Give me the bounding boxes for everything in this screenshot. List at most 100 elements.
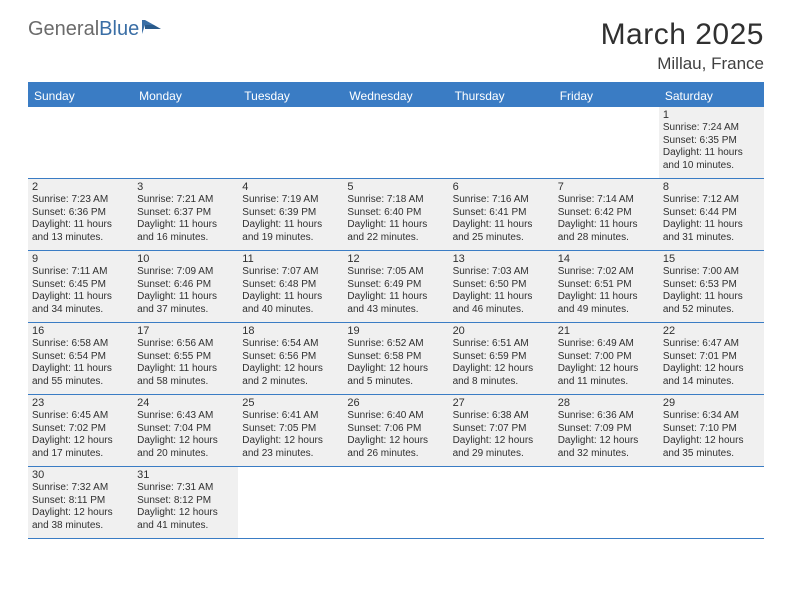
calendar-cell [554, 107, 659, 179]
sunrise-text: Sunrise: 6:36 AM [558, 410, 655, 423]
sunset-text: Sunset: 6:49 PM [347, 279, 444, 292]
sunrise-text: Sunrise: 7:02 AM [558, 266, 655, 279]
sunset-text: Sunset: 6:35 PM [663, 135, 760, 148]
calendar-cell [133, 107, 238, 179]
calendar-cell: 4Sunrise: 7:19 AMSunset: 6:39 PMDaylight… [238, 179, 343, 251]
sunrise-text: Sunrise: 7:31 AM [137, 482, 234, 495]
calendar-cell: 7Sunrise: 7:14 AMSunset: 6:42 PMDaylight… [554, 179, 659, 251]
calendar-cell: 23Sunrise: 6:45 AMSunset: 7:02 PMDayligh… [28, 395, 133, 467]
calendar-cell: 1Sunrise: 7:24 AMSunset: 6:35 PMDaylight… [659, 107, 764, 179]
calendar-cell: 31Sunrise: 7:31 AMSunset: 8:12 PMDayligh… [133, 467, 238, 539]
sunset-text: Sunset: 7:04 PM [137, 423, 234, 436]
daylight-text: Daylight: 11 hours and 10 minutes. [663, 147, 760, 172]
daylight-text: Daylight: 12 hours and 8 minutes. [453, 363, 550, 388]
title-block: March 2025 Millau, France [601, 18, 764, 74]
sunset-text: Sunset: 8:11 PM [32, 495, 129, 508]
sunset-text: Sunset: 7:01 PM [663, 351, 760, 364]
sunrise-text: Sunrise: 6:38 AM [453, 410, 550, 423]
sunset-text: Sunset: 6:53 PM [663, 279, 760, 292]
sunset-text: Sunset: 6:42 PM [558, 207, 655, 220]
location-label: Millau, France [601, 54, 764, 74]
calendar-cell: 11Sunrise: 7:07 AMSunset: 6:48 PMDayligh… [238, 251, 343, 323]
daylight-text: Daylight: 11 hours and 34 minutes. [32, 291, 129, 316]
daylight-text: Daylight: 11 hours and 22 minutes. [347, 219, 444, 244]
day-number: 19 [347, 325, 444, 337]
sunset-text: Sunset: 7:10 PM [663, 423, 760, 436]
calendar-cell: 13Sunrise: 7:03 AMSunset: 6:50 PMDayligh… [449, 251, 554, 323]
sunset-text: Sunset: 6:48 PM [242, 279, 339, 292]
day-header: Sunday [28, 85, 133, 107]
sunset-text: Sunset: 6:51 PM [558, 279, 655, 292]
calendar-cell: 2Sunrise: 7:23 AMSunset: 6:36 PMDaylight… [28, 179, 133, 251]
daylight-text: Daylight: 11 hours and 28 minutes. [558, 219, 655, 244]
sunrise-text: Sunrise: 6:43 AM [137, 410, 234, 423]
calendar-cell: 6Sunrise: 7:16 AMSunset: 6:41 PMDaylight… [449, 179, 554, 251]
calendar-cell: 30Sunrise: 7:32 AMSunset: 8:11 PMDayligh… [28, 467, 133, 539]
sunset-text: Sunset: 7:09 PM [558, 423, 655, 436]
calendar-cell: 22Sunrise: 6:47 AMSunset: 7:01 PMDayligh… [659, 323, 764, 395]
sunrise-text: Sunrise: 7:12 AM [663, 194, 760, 207]
daylight-text: Daylight: 12 hours and 2 minutes. [242, 363, 339, 388]
day-number: 10 [137, 253, 234, 265]
calendar-grid: 1Sunrise: 7:24 AMSunset: 6:35 PMDaylight… [28, 107, 764, 539]
sunset-text: Sunset: 6:55 PM [137, 351, 234, 364]
day-number: 21 [558, 325, 655, 337]
calendar-cell: 14Sunrise: 7:02 AMSunset: 6:51 PMDayligh… [554, 251, 659, 323]
sunset-text: Sunset: 6:54 PM [32, 351, 129, 364]
daylight-text: Daylight: 11 hours and 13 minutes. [32, 219, 129, 244]
sunset-text: Sunset: 6:39 PM [242, 207, 339, 220]
sunset-text: Sunset: 6:45 PM [32, 279, 129, 292]
calendar-cell: 27Sunrise: 6:38 AMSunset: 7:07 PMDayligh… [449, 395, 554, 467]
daylight-text: Daylight: 12 hours and 5 minutes. [347, 363, 444, 388]
day-header: Monday [133, 85, 238, 107]
calendar-cell: 10Sunrise: 7:09 AMSunset: 6:46 PMDayligh… [133, 251, 238, 323]
daylight-text: Daylight: 12 hours and 32 minutes. [558, 435, 655, 460]
daylight-text: Daylight: 11 hours and 16 minutes. [137, 219, 234, 244]
calendar-cell: 8Sunrise: 7:12 AMSunset: 6:44 PMDaylight… [659, 179, 764, 251]
calendar-cell: 25Sunrise: 6:41 AMSunset: 7:05 PMDayligh… [238, 395, 343, 467]
sunset-text: Sunset: 6:46 PM [137, 279, 234, 292]
sunrise-text: Sunrise: 7:09 AM [137, 266, 234, 279]
day-number: 26 [347, 397, 444, 409]
day-number: 6 [453, 181, 550, 193]
calendar-cell [343, 107, 448, 179]
daylight-text: Daylight: 12 hours and 38 minutes. [32, 507, 129, 532]
sunrise-text: Sunrise: 6:47 AM [663, 338, 760, 351]
month-title: March 2025 [601, 18, 764, 52]
sunrise-text: Sunrise: 7:11 AM [32, 266, 129, 279]
day-header: Thursday [449, 85, 554, 107]
daylight-text: Daylight: 11 hours and 58 minutes. [137, 363, 234, 388]
day-number: 31 [137, 469, 234, 481]
sunrise-text: Sunrise: 7:18 AM [347, 194, 444, 207]
sunrise-text: Sunrise: 6:54 AM [242, 338, 339, 351]
sunset-text: Sunset: 7:02 PM [32, 423, 129, 436]
flag-icon [141, 18, 163, 41]
calendar-cell: 28Sunrise: 6:36 AMSunset: 7:09 PMDayligh… [554, 395, 659, 467]
sunset-text: Sunset: 7:07 PM [453, 423, 550, 436]
sunrise-text: Sunrise: 6:56 AM [137, 338, 234, 351]
sunset-text: Sunset: 6:59 PM [453, 351, 550, 364]
sunset-text: Sunset: 6:44 PM [663, 207, 760, 220]
sunrise-text: Sunrise: 6:58 AM [32, 338, 129, 351]
calendar-cell [659, 467, 764, 539]
daylight-text: Daylight: 12 hours and 35 minutes. [663, 435, 760, 460]
day-number: 1 [663, 109, 760, 121]
daylight-text: Daylight: 11 hours and 25 minutes. [453, 219, 550, 244]
sunrise-text: Sunrise: 7:14 AM [558, 194, 655, 207]
daylight-text: Daylight: 11 hours and 31 minutes. [663, 219, 760, 244]
logo-text-blue: Blue [99, 18, 139, 41]
sunrise-text: Sunrise: 7:00 AM [663, 266, 760, 279]
sunrise-text: Sunrise: 6:52 AM [347, 338, 444, 351]
calendar-cell [28, 107, 133, 179]
calendar-cell [554, 467, 659, 539]
day-number: 17 [137, 325, 234, 337]
sunset-text: Sunset: 7:05 PM [242, 423, 339, 436]
daylight-text: Daylight: 11 hours and 52 minutes. [663, 291, 760, 316]
sunset-text: Sunset: 6:40 PM [347, 207, 444, 220]
calendar: Sunday Monday Tuesday Wednesday Thursday… [28, 82, 764, 539]
calendar-cell [449, 107, 554, 179]
sunrise-text: Sunrise: 6:49 AM [558, 338, 655, 351]
sunrise-text: Sunrise: 7:32 AM [32, 482, 129, 495]
calendar-cell: 15Sunrise: 7:00 AMSunset: 6:53 PMDayligh… [659, 251, 764, 323]
day-number: 8 [663, 181, 760, 193]
